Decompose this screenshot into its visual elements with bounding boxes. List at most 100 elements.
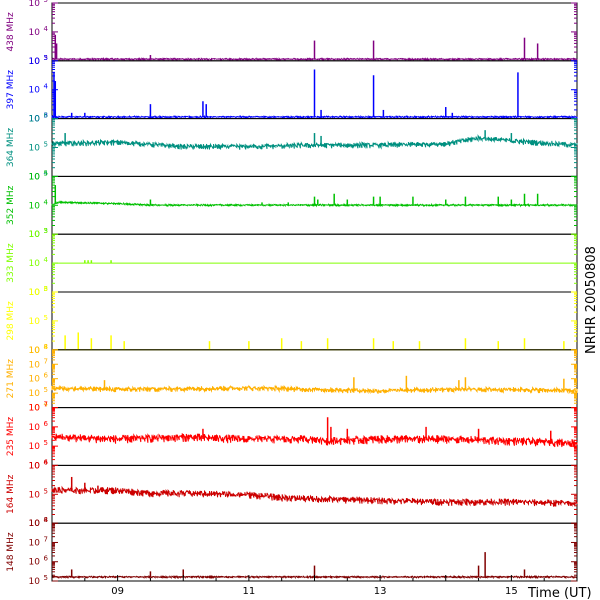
- frequency-label: 352 MHz: [6, 185, 16, 225]
- y-tick-label: 10: [29, 317, 41, 327]
- y-tick-exponent: 5: [44, 141, 48, 149]
- series-line: [51, 433, 578, 448]
- y-tick-exponent: 8: [44, 516, 48, 524]
- y-tick-exponent: 7: [44, 357, 48, 365]
- y-tick-label: 10: [29, 490, 41, 500]
- y-tick-label: 10: [29, 375, 41, 385]
- y-tick-exponent: 4: [44, 516, 49, 524]
- series-line: [51, 574, 578, 580]
- y-tick-exponent: 3: [44, 227, 48, 235]
- y-tick-label: 10: [29, 115, 41, 125]
- series-line: [51, 200, 578, 208]
- y-tick-label: 10: [29, 201, 41, 211]
- y-tick-exponent: 3: [44, 54, 48, 62]
- y-tick-label: 10: [29, 86, 41, 96]
- y-tick-exponent: 3: [44, 285, 48, 293]
- y-tick-exponent: 7: [44, 401, 48, 409]
- y-tick-label: 10: [29, 346, 41, 356]
- y-tick-exponent: 5: [44, 487, 48, 495]
- y-tick-label: 10: [29, 57, 41, 67]
- y-tick-exponent: 3: [44, 112, 48, 120]
- y-tick-label: 10: [29, 28, 41, 38]
- y-tick-exponent: 4: [44, 401, 49, 409]
- y-tick-label: 10: [29, 144, 41, 154]
- y-tick-exponent: 5: [44, 314, 48, 322]
- y-tick-label: 10: [29, 461, 41, 471]
- y-tick-exponent: 5: [44, 54, 48, 62]
- frequency-label: 397 MHz: [6, 70, 16, 110]
- frequency-label: 148 MHz: [6, 532, 16, 572]
- y-tick-exponent: 4: [44, 198, 49, 206]
- frequency-label: 333 MHz: [6, 243, 16, 283]
- y-tick-exponent: 6: [44, 458, 49, 466]
- y-tick-label: 10: [29, 442, 41, 452]
- x-axis: 09 11 13 15: [51, 575, 578, 597]
- y-tick-label: 10: [29, 538, 41, 548]
- y-tick-exponent: 6: [44, 555, 49, 563]
- frequency-label: 235 MHz: [6, 417, 16, 457]
- series-line: [51, 57, 578, 62]
- y-tick-label: 10: [29, 230, 41, 240]
- y-tick-label: 10: [29, 404, 41, 414]
- y-tick-label: 10: [29, 115, 41, 125]
- y-tick-label: 10: [29, 404, 41, 414]
- y-tick-exponent: 4: [44, 458, 49, 466]
- y-tick-exponent: 5: [44, 0, 48, 4]
- y-tick-label: 10: [29, 0, 41, 9]
- y-tick-label: 10: [29, 423, 41, 433]
- y-tick-exponent: 5: [44, 574, 48, 582]
- y-tick-label: 10: [29, 346, 41, 356]
- y-tick-exponent: 8: [44, 343, 48, 351]
- y-tick-label: 10: [29, 519, 41, 529]
- y-tick-exponent: 5: [44, 439, 48, 447]
- y-tick-label: 10: [29, 558, 41, 568]
- y-tick-exponent: 6: [44, 372, 49, 380]
- instrument-date-label: NRHR 20050808: [584, 246, 599, 354]
- x-tick-label: 15: [505, 586, 518, 597]
- x-tick-label: 13: [374, 586, 387, 597]
- panel-frame: [51, 118, 578, 177]
- x-tick-label: 09: [111, 586, 124, 597]
- y-tick-label: 10: [29, 288, 41, 298]
- y-tick-exponent: 6: [44, 285, 49, 293]
- panel-frame: [51, 349, 578, 409]
- y-tick-exponent: 7: [44, 535, 48, 543]
- frequency-label: 364 MHz: [6, 128, 16, 168]
- y-tick-exponent: 6: [44, 420, 49, 428]
- y-tick-exponent: 4: [44, 256, 49, 264]
- series-line: [51, 384, 578, 395]
- frequency-label: 438 MHz: [6, 12, 16, 52]
- y-tick-label: 10: [29, 57, 41, 67]
- y-tick-label: 10: [29, 172, 41, 182]
- y-tick-label: 10: [29, 288, 41, 298]
- y-tick-exponent: 4: [44, 343, 49, 351]
- series-line: [51, 485, 578, 508]
- y-tick-label: 10: [29, 389, 41, 399]
- x-axis-label: Time (UT): [527, 586, 592, 600]
- y-tick-exponent: 5: [44, 227, 48, 235]
- y-tick-exponent: 5: [44, 169, 48, 177]
- y-tick-label: 10: [29, 172, 41, 182]
- y-tick-label: 10: [29, 461, 41, 471]
- y-tick-exponent: 4: [44, 83, 49, 91]
- x-tick-label: 11: [243, 586, 256, 597]
- frequency-label: 164 MHz: [6, 474, 16, 514]
- y-tick-label: 10: [29, 230, 41, 240]
- y-tick-label: 10: [29, 259, 41, 269]
- series-line: [51, 114, 578, 120]
- y-tick-label: 10: [29, 519, 41, 529]
- y-tick-label: 10: [29, 360, 41, 370]
- y-tick-label: 10: [29, 577, 41, 587]
- y-tick-exponent: 5: [44, 386, 48, 394]
